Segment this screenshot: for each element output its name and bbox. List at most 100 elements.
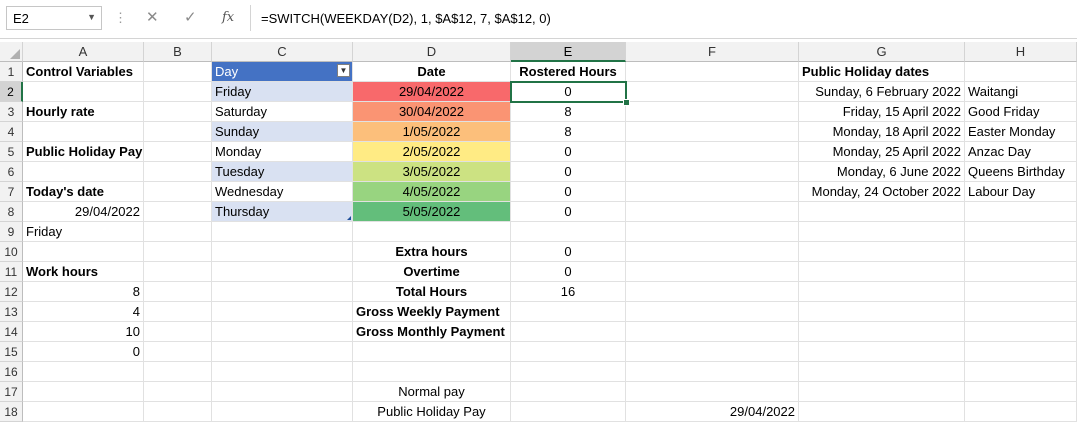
cell-h11[interactable] [965, 262, 1077, 282]
cell-h2[interactable]: Waitangi [965, 82, 1077, 102]
row-header-15[interactable]: 15 [0, 342, 23, 362]
row-header-1[interactable]: 1 [0, 62, 23, 82]
cell-g8[interactable] [799, 202, 965, 222]
column-header-b[interactable]: B [144, 42, 212, 62]
cell-d6[interactable]: 3/05/2022 [353, 162, 511, 182]
cell-c1[interactable]: Day ▼ [212, 62, 353, 82]
row-header-18[interactable]: 18 [0, 402, 23, 422]
cell-g7[interactable]: Monday, 24 October 2022 [799, 182, 965, 202]
cell-h10[interactable] [965, 242, 1077, 262]
cell-c13[interactable] [212, 302, 353, 322]
cell-d3[interactable]: 30/04/2022 [353, 102, 511, 122]
cell-c5[interactable]: Monday [212, 142, 353, 162]
row-header-16[interactable]: 16 [0, 362, 23, 382]
cell-f10[interactable] [626, 242, 799, 262]
row-header-7[interactable]: 7 [0, 182, 23, 202]
cell-g14[interactable] [799, 322, 965, 342]
select-all-button[interactable] [0, 42, 23, 62]
cell-d11[interactable]: Overtime [353, 262, 511, 282]
cell-f18[interactable]: 29/04/2022 [626, 402, 799, 422]
cell-g12[interactable] [799, 282, 965, 302]
cell-f1[interactable] [626, 62, 799, 82]
cell-a15[interactable]: 0 [23, 342, 144, 362]
cell-f14[interactable] [626, 322, 799, 342]
cell-g2[interactable]: Sunday, 6 February 2022 [799, 82, 965, 102]
cell-a3[interactable]: Hourly rate [23, 102, 144, 122]
cell-h6[interactable]: Queens Birthday [965, 162, 1077, 182]
cell-e15[interactable] [511, 342, 626, 362]
cell-e6[interactable]: 0 [511, 162, 626, 182]
cell-g6[interactable]: Monday, 6 June 2022 [799, 162, 965, 182]
cell-a11[interactable]: Work hours [23, 262, 144, 282]
fill-handle[interactable] [623, 99, 630, 106]
cell-f13[interactable] [626, 302, 799, 322]
cell-d12[interactable]: Total Hours [353, 282, 511, 302]
cell-b16[interactable] [144, 362, 212, 382]
chevron-down-icon[interactable]: ▼ [87, 12, 96, 22]
cell-h18[interactable] [965, 402, 1077, 422]
cell-g5[interactable]: Monday, 25 April 2022 [799, 142, 965, 162]
cell-b8[interactable] [144, 202, 212, 222]
cell-c7[interactable]: Wednesday [212, 182, 353, 202]
cell-c12[interactable] [212, 282, 353, 302]
cell-d2[interactable]: 29/04/2022 [353, 82, 511, 102]
cell-h12[interactable] [965, 282, 1077, 302]
cell-h16[interactable] [965, 362, 1077, 382]
cell-a2[interactable] [23, 82, 144, 102]
cell-d1[interactable]: Date [353, 62, 511, 82]
cell-h4[interactable]: Easter Monday [965, 122, 1077, 142]
cell-d18[interactable]: Public Holiday Pay [353, 402, 511, 422]
cell-f16[interactable] [626, 362, 799, 382]
cell-f2[interactable] [626, 82, 799, 102]
row-header-8[interactable]: 8 [0, 202, 23, 222]
cell-h8[interactable] [965, 202, 1077, 222]
cell-g11[interactable] [799, 262, 965, 282]
cell-e10[interactable]: 0 [511, 242, 626, 262]
cell-e12[interactable]: 16 [511, 282, 626, 302]
cell-a4[interactable] [23, 122, 144, 142]
row-header-6[interactable]: 6 [0, 162, 23, 182]
cell-g16[interactable] [799, 362, 965, 382]
cell-f12[interactable] [626, 282, 799, 302]
column-header-h[interactable]: H [965, 42, 1077, 62]
row-header-2[interactable]: 2 [0, 82, 23, 102]
column-header-g[interactable]: G [799, 42, 965, 62]
cell-e4[interactable]: 8 [511, 122, 626, 142]
cell-f9[interactable] [626, 222, 799, 242]
cell-b18[interactable] [144, 402, 212, 422]
cell-b2[interactable] [144, 82, 212, 102]
filter-dropdown-icon[interactable]: ▼ [337, 64, 350, 77]
cell-h9[interactable] [965, 222, 1077, 242]
cell-f4[interactable] [626, 122, 799, 142]
cell-d14[interactable]: Gross Monthly Payment [353, 322, 511, 342]
column-header-d[interactable]: D [353, 42, 511, 62]
cell-d13[interactable]: Gross Weekly Payment [353, 302, 511, 322]
cell-b12[interactable] [144, 282, 212, 302]
row-header-10[interactable]: 10 [0, 242, 23, 262]
cell-d4[interactable]: 1/05/2022 [353, 122, 511, 142]
row-header-5[interactable]: 5 [0, 142, 23, 162]
cell-e3[interactable]: 8 [511, 102, 626, 122]
table-resize-handle[interactable] [347, 216, 351, 220]
cell-c11[interactable] [212, 262, 353, 282]
cell-b15[interactable] [144, 342, 212, 362]
insert-function-icon[interactable]: fx [222, 10, 235, 25]
cell-a6[interactable] [23, 162, 144, 182]
cell-a16[interactable] [23, 362, 144, 382]
cell-b13[interactable] [144, 302, 212, 322]
cell-e8[interactable]: 0 [511, 202, 626, 222]
cell-f15[interactable] [626, 342, 799, 362]
cell-c2[interactable]: Friday [212, 82, 353, 102]
cell-b4[interactable] [144, 122, 212, 142]
row-header-11[interactable]: 11 [0, 262, 23, 282]
cell-c18[interactable] [212, 402, 353, 422]
cancel-icon[interactable]: ✕ [146, 9, 159, 26]
cell-e13[interactable] [511, 302, 626, 322]
cell-d16[interactable] [353, 362, 511, 382]
cell-e5[interactable]: 0 [511, 142, 626, 162]
row-header-17[interactable]: 17 [0, 382, 23, 402]
cell-c14[interactable] [212, 322, 353, 342]
cell-g3[interactable]: Friday, 15 April 2022 [799, 102, 965, 122]
row-header-4[interactable]: 4 [0, 122, 23, 142]
cell-g9[interactable] [799, 222, 965, 242]
